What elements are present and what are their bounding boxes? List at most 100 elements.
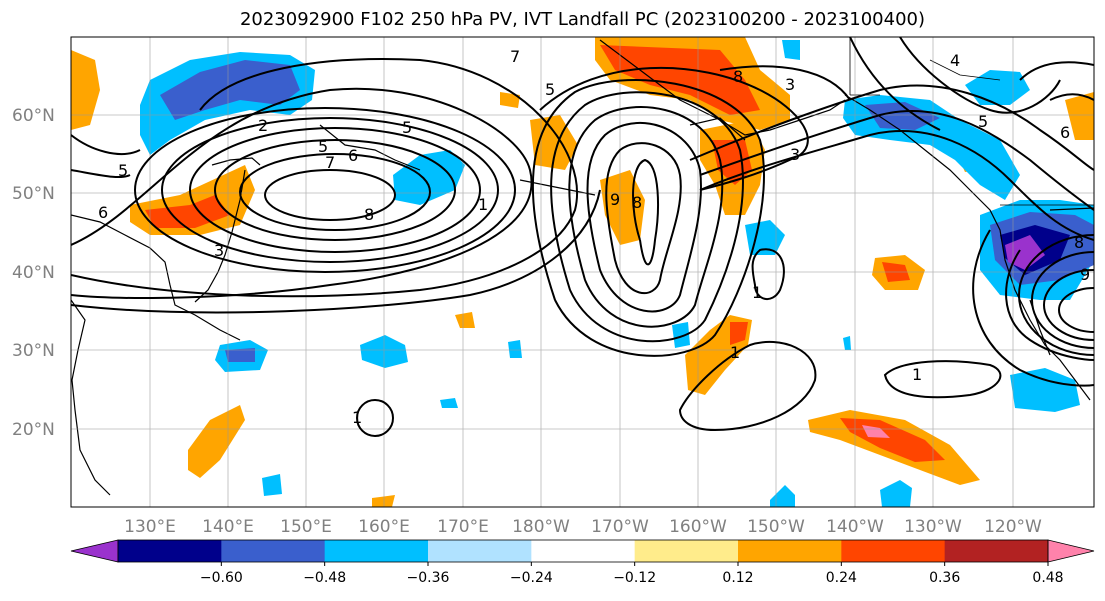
pv-negative-core: [160, 60, 300, 120]
lon-label: 150°W: [747, 517, 805, 537]
pv-negative-area: [672, 322, 690, 348]
lon-label: 170°E: [437, 517, 489, 537]
pv-positive-area: [500, 92, 520, 108]
contour-label: 8: [733, 67, 743, 86]
pv-positive-area: [530, 115, 578, 170]
contour-label: 4: [950, 51, 960, 70]
lat-label: 30°N: [12, 341, 55, 361]
lon-label: 160°W: [669, 517, 727, 537]
contour-label: 7: [510, 47, 520, 66]
contour-label: 5: [545, 80, 555, 99]
colorbar-tick-label: −0.36: [407, 570, 450, 586]
colorbar-tick-label: 0.36: [929, 570, 960, 586]
pv-negative-area: [440, 398, 458, 408]
contour-label: 7: [325, 153, 335, 172]
contour-label: 3: [790, 145, 800, 164]
pv-positive-area: [372, 495, 395, 507]
colorbar-swatch: [531, 540, 636, 562]
contour-labels: 2 5 7 6 8 1 3 5 7 8 9 8 3 1 1 1 4 5 6 8 …: [98, 47, 1090, 427]
latitude-labels: 60°N 50°N 40°N 30°N 20°N: [12, 106, 55, 440]
lon-label: 180°W: [512, 517, 570, 537]
colorbar-swatch: [944, 540, 1049, 562]
contour-label: 8: [1074, 233, 1084, 252]
colorbar-swatch: [634, 540, 739, 562]
contour-label: 3: [785, 75, 795, 94]
lon-label: 130°W: [904, 517, 962, 537]
map-title: 2023092900 F102 250 hPa PV, IVT Landfall…: [239, 9, 926, 30]
colorbar-tick-label: −0.24: [510, 570, 553, 586]
colorbar-frame: [117, 539, 1049, 563]
contour-label: 6: [348, 146, 358, 165]
longitude-labels: 130°E 140°E 150°E 160°E 170°E 180°W 170°…: [124, 517, 1042, 537]
pv-negative-area: [262, 474, 282, 496]
contour-label: 5: [978, 112, 988, 131]
pv-positive-core: [600, 45, 760, 115]
contour-label: 5: [318, 137, 328, 156]
colorbar-tick-label: 0.24: [826, 570, 857, 586]
colorbar-tick-label: −0.12: [613, 570, 656, 586]
colorbar-swatch: [738, 540, 842, 562]
lat-label: 60°N: [12, 106, 55, 126]
gridlines: [71, 37, 1094, 507]
pv-positive-area: [71, 50, 100, 130]
lon-label: 140°E: [202, 517, 254, 537]
contour-label: 1: [352, 408, 362, 427]
contour-label: 1: [478, 195, 488, 214]
pv-negative-area: [843, 336, 851, 350]
lon-label: 140°W: [826, 517, 884, 537]
lon-label: 120°W: [984, 517, 1042, 537]
pv-positive-core: [730, 322, 748, 345]
lon-label: 150°E: [280, 517, 332, 537]
pv-negative-area: [745, 220, 785, 255]
lon-label: 130°E: [124, 517, 176, 537]
contour-label: 1: [912, 365, 922, 384]
pv-negative-area: [508, 340, 522, 358]
pv-positive-area: [188, 405, 245, 478]
colorbar-tick-label: −0.60: [200, 570, 243, 586]
contour-label: 1: [730, 343, 740, 362]
colorbar-swatch: [428, 540, 532, 562]
pv-positive-max: [862, 425, 890, 438]
pv-negative-area: [1010, 368, 1080, 412]
contour-label: 3: [214, 241, 224, 260]
contour-label: 6: [1060, 123, 1070, 142]
colorbar-swatch: [841, 540, 946, 562]
borders: [849, 37, 1094, 206]
pv-negative-max: [1005, 235, 1045, 270]
contour-label: 8: [364, 205, 374, 224]
colorbar-tick-label: 0.12: [722, 570, 753, 586]
lat-label: 20°N: [12, 420, 55, 440]
contour-label: 6: [98, 203, 108, 222]
colorbar-swatch: [221, 540, 326, 562]
pv-negative-core: [865, 102, 940, 130]
pv-negative-area: [782, 40, 800, 60]
lat-label: 50°N: [12, 184, 55, 204]
contour-label: 8: [632, 193, 642, 212]
coastlines: [71, 39, 1094, 496]
pv-negative-area: [880, 480, 912, 507]
colorbar-swatch: [118, 540, 222, 562]
pv-positive-area: [1065, 92, 1094, 140]
pv-positive-area: [455, 312, 475, 328]
contour-label: 2: [258, 116, 268, 135]
lon-label: 160°E: [358, 517, 410, 537]
contour-label: 9: [610, 190, 620, 209]
colorbar: [70, 539, 1095, 563]
contour-label: 5: [402, 118, 412, 137]
colorbar-tick-label: 0.48: [1032, 570, 1063, 586]
colorbar-tick-label: −0.48: [303, 570, 346, 586]
lon-label: 170°W: [591, 517, 649, 537]
contour-label: 5: [118, 161, 128, 180]
ivt-contours: [71, 37, 1094, 437]
map-frame: [70, 36, 1095, 508]
pv-negative-area: [965, 70, 1030, 105]
contour-label: 9: [1080, 265, 1090, 284]
colorbar-extend-max: [1047, 539, 1095, 563]
colorbar-extend-min: [70, 539, 119, 563]
pv-negative-area: [393, 150, 465, 205]
contour-label: 1: [752, 283, 762, 302]
colorbar-tick-labels: −0.60 −0.48 −0.36 −0.24 −0.12 0.12 0.24 0.36 0.4…: [200, 562, 1064, 586]
colorbar-swatch: [324, 540, 429, 562]
pv-negative-core: [225, 348, 255, 362]
